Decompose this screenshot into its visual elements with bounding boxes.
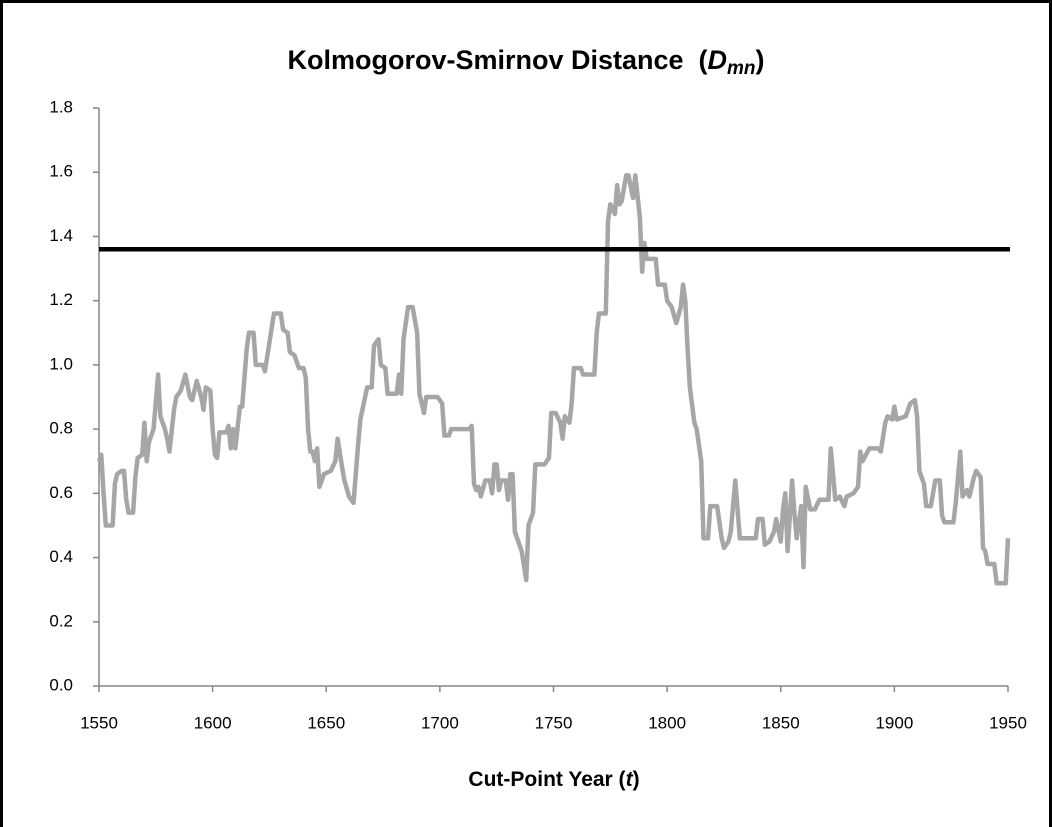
y-tick-label: 0.2 [49, 611, 73, 630]
title-subscript: mn [727, 58, 756, 79]
x-tick-label: 1750 [535, 713, 573, 732]
title-text: Kolmogorov-Smirnov Distance ( [287, 45, 707, 75]
x-tick-label: 1550 [80, 713, 118, 732]
y-tick-label: 1.4 [49, 226, 73, 245]
x-tick-label: 1700 [421, 713, 459, 732]
x-label-symbol: t [626, 768, 634, 791]
title-close: ) [756, 45, 765, 75]
y-tick-label: 0.6 [49, 483, 73, 502]
x-axis-label: Cut-Point Year (t) [468, 768, 639, 791]
y-tick-label: 1.2 [49, 290, 73, 309]
x-tick-label: 1650 [307, 713, 345, 732]
y-tick-label: 1.6 [49, 162, 73, 181]
y-tick-label: 1.0 [49, 354, 73, 373]
x-tick-label: 1950 [989, 713, 1027, 732]
x-tick-label: 1600 [194, 713, 232, 732]
x-label-close: ) [633, 768, 640, 791]
x-tick-label: 1800 [648, 713, 686, 732]
y-tick-label: 0.0 [49, 675, 73, 694]
data-line [96, 173, 1011, 586]
x-tick-label: 1850 [762, 713, 800, 732]
title-symbol: D [708, 45, 728, 75]
y-tick-label: 1.8 [49, 97, 73, 116]
x-label-text: Cut-Point Year ( [468, 768, 625, 791]
x-tick-label: 1900 [875, 713, 913, 732]
y-tick-label: 0.4 [49, 547, 73, 566]
chart-title: Kolmogorov-Smirnov Distance (Dmn) [287, 45, 764, 79]
y-tick-label: 0.8 [49, 419, 73, 438]
